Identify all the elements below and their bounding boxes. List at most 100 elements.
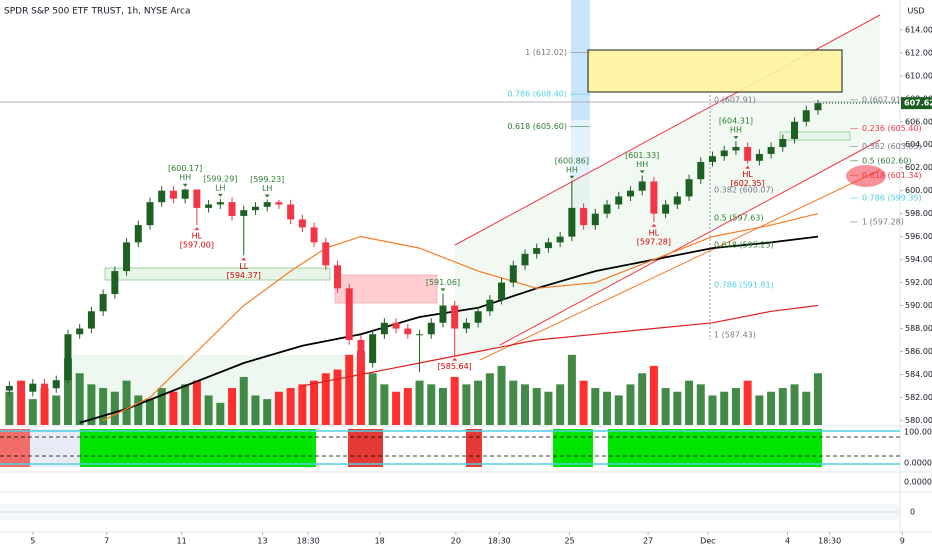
candle-body xyxy=(720,150,728,157)
y-tick-label: 614.00 xyxy=(905,25,932,34)
volume-bar xyxy=(802,391,811,425)
pivot-marker xyxy=(264,194,270,198)
fib-label: 1 (587.43) xyxy=(714,331,756,340)
volume-bar xyxy=(696,384,705,425)
candle-body xyxy=(64,334,72,381)
candle-body xyxy=(123,242,131,272)
candle-body xyxy=(732,147,740,151)
candle-body xyxy=(29,383,37,392)
x-tick-label: 18:30 xyxy=(297,537,320,546)
volume-bar xyxy=(661,388,670,425)
pivot-marker xyxy=(182,183,188,187)
candle-body xyxy=(544,242,552,249)
volume-bar xyxy=(427,384,436,425)
candle-body xyxy=(87,311,95,329)
volume-bar xyxy=(509,380,518,425)
volume-bar xyxy=(286,388,295,425)
candle-body xyxy=(357,340,365,363)
osc-zone xyxy=(348,429,383,467)
volume-bar xyxy=(52,395,61,425)
volume-bar xyxy=(497,365,506,425)
candle-body xyxy=(685,179,693,197)
candle-body xyxy=(52,380,60,389)
pivot-label: [604.31] xyxy=(719,117,753,126)
volume-bar xyxy=(438,388,447,425)
volume-bar xyxy=(450,376,459,425)
ma-line xyxy=(79,235,819,424)
pivot-marker xyxy=(745,165,751,169)
pivot-label: HL xyxy=(649,228,660,237)
last-price-label: 607.62 xyxy=(904,99,932,108)
candle-body xyxy=(814,103,822,111)
fib-label: 0.786 (591.81) xyxy=(714,280,774,289)
volume-bar xyxy=(181,384,190,425)
volume-bar xyxy=(591,388,600,425)
fib-label: 0 (607.91) xyxy=(714,95,756,104)
channel-line xyxy=(499,139,881,346)
osc-zone xyxy=(466,429,482,467)
pivot-marker xyxy=(651,223,657,227)
volume-bar xyxy=(544,391,553,425)
candle-body xyxy=(802,110,810,122)
volume-bar xyxy=(380,384,389,425)
volume-bar xyxy=(720,391,729,425)
candle-body xyxy=(298,219,306,228)
y-tick-label: 602.00 xyxy=(905,163,932,172)
candle-body xyxy=(146,202,154,226)
pivot-label: [597.00] xyxy=(180,241,214,250)
candle-body xyxy=(193,189,201,208)
candle-body xyxy=(287,204,295,220)
volume-bar xyxy=(685,380,694,425)
pivot-label: LH xyxy=(262,184,272,193)
volume-bar xyxy=(110,391,119,425)
x-tick-label: 5 xyxy=(30,537,35,546)
volume-bar xyxy=(274,391,283,425)
pivot-marker xyxy=(194,227,200,231)
volume-bar xyxy=(228,388,237,425)
ma-line xyxy=(302,304,819,387)
fib-label: 0.382 (603.85) xyxy=(862,142,922,151)
fib-label: 1 (612.02) xyxy=(525,48,567,57)
volume-bar xyxy=(579,380,588,425)
y-tick-label: 584.00 xyxy=(905,370,932,379)
candle-body xyxy=(322,242,330,266)
pivot-label: HL xyxy=(742,170,753,179)
x-tick-label: 7 xyxy=(104,537,109,546)
volume-bar xyxy=(17,380,26,425)
pivot-label: HH xyxy=(566,165,578,174)
candle-body xyxy=(451,305,459,329)
osc-band xyxy=(0,504,900,520)
osc-zone xyxy=(553,429,593,467)
volume-bar xyxy=(192,380,201,425)
volume-bar xyxy=(333,369,342,425)
pivot-label: HH xyxy=(636,160,648,169)
candle-body xyxy=(439,305,447,323)
volume-bar xyxy=(474,380,483,425)
candle-body xyxy=(275,202,283,205)
y-tick-label: 592.00 xyxy=(905,278,932,287)
pivot-label: [597.28] xyxy=(637,237,671,246)
pivot-label: [600.86] xyxy=(555,156,589,165)
volume-bar xyxy=(75,373,84,425)
highlight-column xyxy=(571,0,590,120)
volume-bar xyxy=(731,388,740,425)
volume-bar xyxy=(298,384,307,425)
pivot-label: [599.23] xyxy=(250,175,284,184)
y-tick-label: 588.00 xyxy=(905,324,932,333)
volume-bar xyxy=(239,376,248,425)
volume-bar xyxy=(755,395,764,425)
pivot-label: LL xyxy=(239,262,248,271)
candle-body xyxy=(169,190,177,199)
volume-bar xyxy=(28,399,37,425)
pivot-marker xyxy=(452,357,458,361)
candle-body xyxy=(416,334,424,336)
volume-bar xyxy=(263,399,272,425)
candle-body xyxy=(216,202,224,205)
x-tick-label: 9 xyxy=(900,537,905,546)
x-tick-label: 13 xyxy=(257,537,267,546)
pivot-label: [599.29] xyxy=(203,174,237,183)
candle-body xyxy=(369,334,377,363)
candle-body xyxy=(744,147,752,161)
candle-body xyxy=(650,181,658,214)
pivot-label: [602.35] xyxy=(731,179,765,188)
